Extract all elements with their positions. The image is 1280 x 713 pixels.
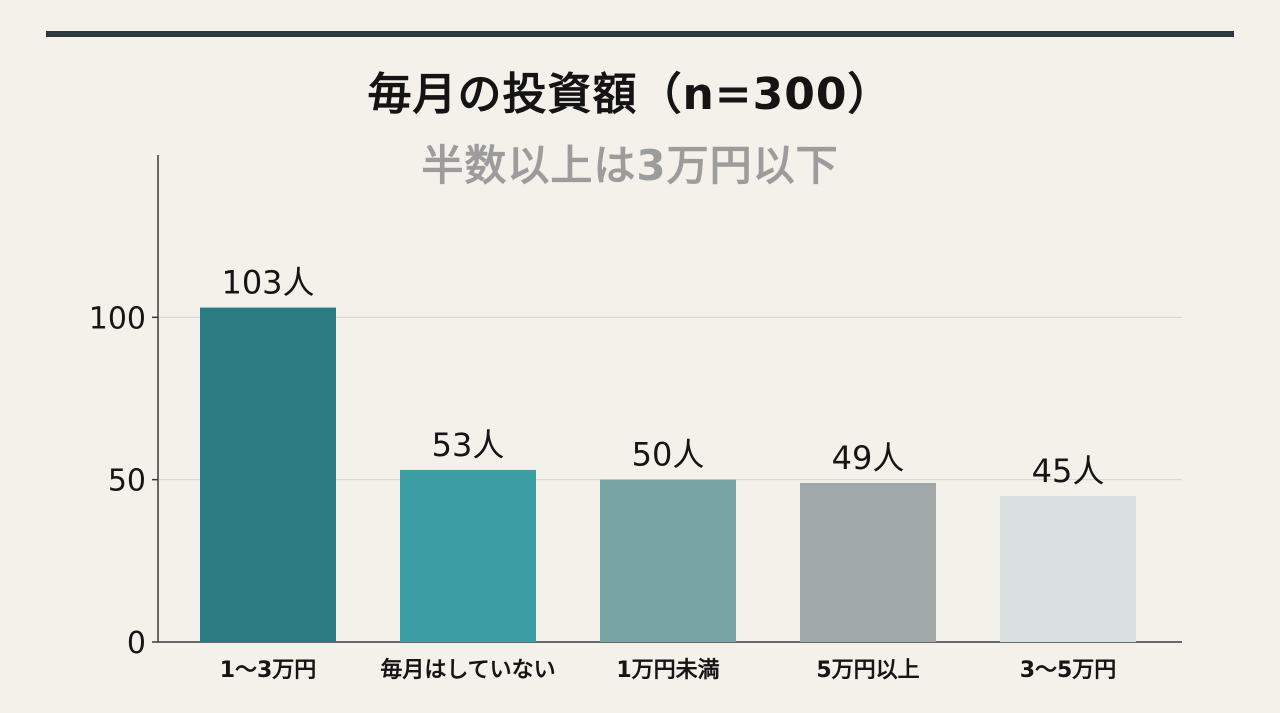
x-category-label: 1〜3万円 (220, 658, 317, 683)
chart-title: 毎月の投資額（n=300） (367, 69, 893, 120)
x-category-label: 5万円以上 (816, 658, 919, 683)
bar-value-label: 53人 (432, 426, 505, 464)
chart-subtitle: 半数以上は3万円以下 (421, 141, 839, 190)
bar (800, 482, 936, 642)
y-tick-label: 0 (127, 626, 146, 661)
bar-value-label: 103人 (221, 264, 314, 302)
y-tick-label: 100 (89, 301, 146, 336)
x-category-label: 1万円未満 (616, 657, 719, 683)
bar (1000, 495, 1136, 642)
y-tick-label: 50 (108, 464, 146, 499)
bar (600, 479, 736, 642)
x-category-label: 3〜5万円 (1020, 658, 1117, 683)
top-rule (46, 31, 1234, 37)
bar-value-label: 49人 (832, 439, 905, 477)
bar (400, 469, 536, 642)
bar-value-label: 45人 (1032, 452, 1105, 490)
x-category-label: 毎月はしていない (380, 658, 555, 683)
bar-value-label: 50人 (632, 436, 705, 474)
bar (200, 307, 336, 642)
